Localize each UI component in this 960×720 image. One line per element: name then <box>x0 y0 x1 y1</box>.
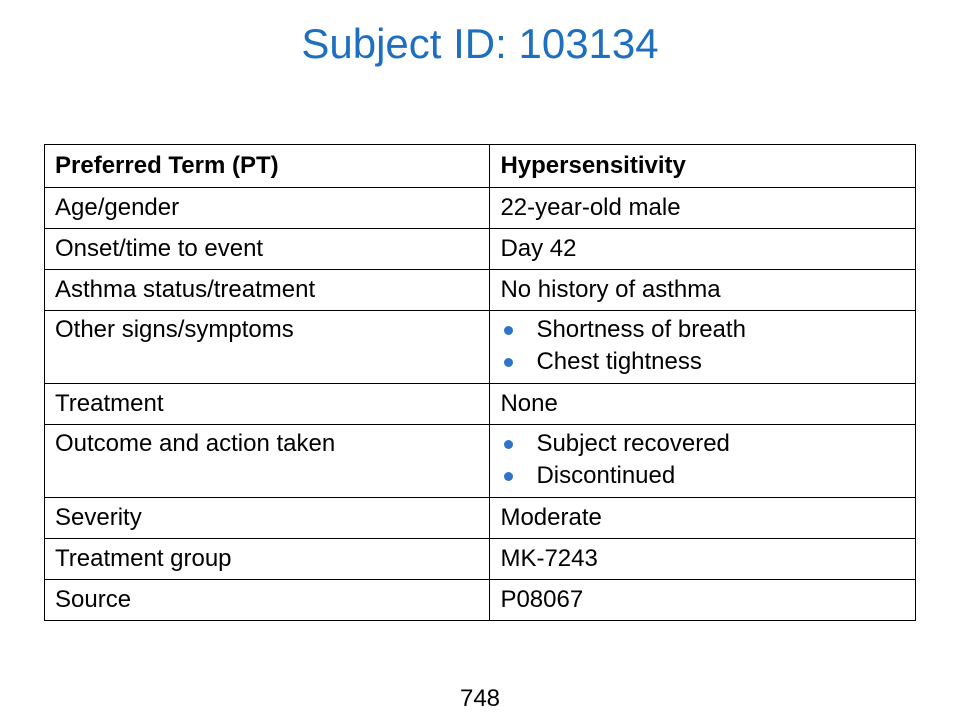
row-label: Severity <box>43 497 491 539</box>
bullet-list: Shortness of breath Chest tightness <box>500 314 907 378</box>
header-cell-term: Preferred Term (PT) <box>43 144 491 188</box>
row-label: Outcome and action taken <box>43 424 491 498</box>
list-item: Chest tightness <box>500 346 907 378</box>
row-value-list: Subject recovered Discontinued <box>489 424 916 498</box>
list-item: Shortness of breath <box>500 314 907 346</box>
row-value: P08067 <box>489 579 916 621</box>
row-label: Age/gender <box>43 187 491 229</box>
row-value: 22-year-old male <box>489 187 916 229</box>
row-value: Day 42 <box>489 228 916 270</box>
bullet-icon <box>504 326 514 335</box>
list-item-text: Shortness of breath <box>536 316 746 343</box>
table-row: Treatment group MK-7243 <box>43 538 916 580</box>
row-value: No history of asthma <box>489 269 916 311</box>
bullet-icon <box>504 472 514 481</box>
table-row: Outcome and action taken Subject recover… <box>43 424 916 498</box>
header-cell-value: Hypersensitivity <box>489 144 916 188</box>
list-item-text: Chest tightness <box>536 348 702 375</box>
row-label: Treatment <box>43 383 491 425</box>
row-label: Other signs/symptoms <box>43 310 491 384</box>
table-row: Severity Moderate <box>43 497 916 539</box>
row-label: Onset/time to event <box>43 228 491 270</box>
table-row: Treatment None <box>43 383 916 425</box>
row-value: Moderate <box>489 497 916 539</box>
table-row: Other signs/symptoms Shortness of breath… <box>43 310 916 384</box>
row-value: MK-7243 <box>489 538 916 580</box>
table-row: Onset/time to event Day 42 <box>43 228 916 270</box>
row-value: None <box>489 383 916 425</box>
row-label: Asthma status/treatment <box>43 269 491 311</box>
bullet-icon <box>504 358 514 367</box>
row-value-list: Shortness of breath Chest tightness <box>489 310 916 384</box>
list-item: Discontinued <box>500 460 907 492</box>
page-title: Subject ID: 103134 <box>301 20 659 67</box>
list-item-text: Discontinued <box>536 462 676 489</box>
page-number: 748 <box>459 685 501 712</box>
list-item-text: Subject recovered <box>536 430 730 457</box>
table-row: Asthma status/treatment No history of as… <box>43 269 916 311</box>
adverse-event-table: Preferred Term (PT) Hypersensitivity Age… <box>43 144 916 621</box>
bullet-list: Subject recovered Discontinued <box>500 428 907 492</box>
table-header-row: Preferred Term (PT) Hypersensitivity <box>43 144 916 188</box>
list-item: Subject recovered <box>500 428 907 460</box>
row-label: Source <box>43 579 491 621</box>
table-row: Source P08067 <box>43 579 916 621</box>
row-label: Treatment group <box>43 538 491 580</box>
bullet-icon <box>504 440 514 449</box>
table-row: Age/gender 22-year-old male <box>43 187 916 229</box>
